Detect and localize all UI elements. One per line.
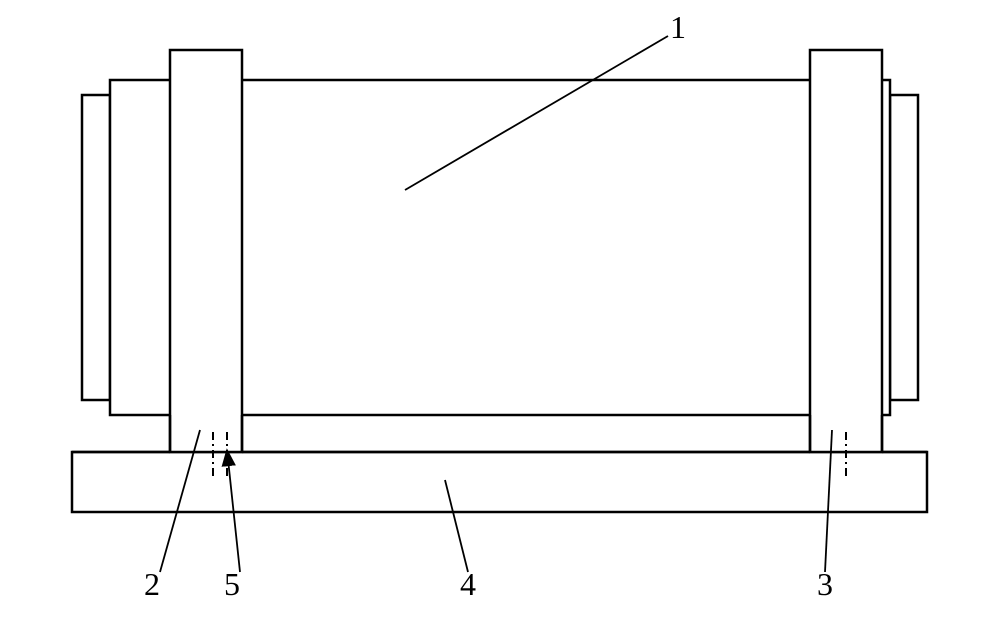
label-1: 1 [670,9,686,45]
right-bracket [810,50,882,452]
left-bracket [170,50,242,452]
technical-diagram: 1 2 3 4 5 [0,0,1000,623]
label-3: 3 [817,566,833,602]
label-5: 5 [224,566,240,602]
label-4: 4 [460,566,476,602]
base-plate [72,452,927,512]
label-2: 2 [144,566,160,602]
